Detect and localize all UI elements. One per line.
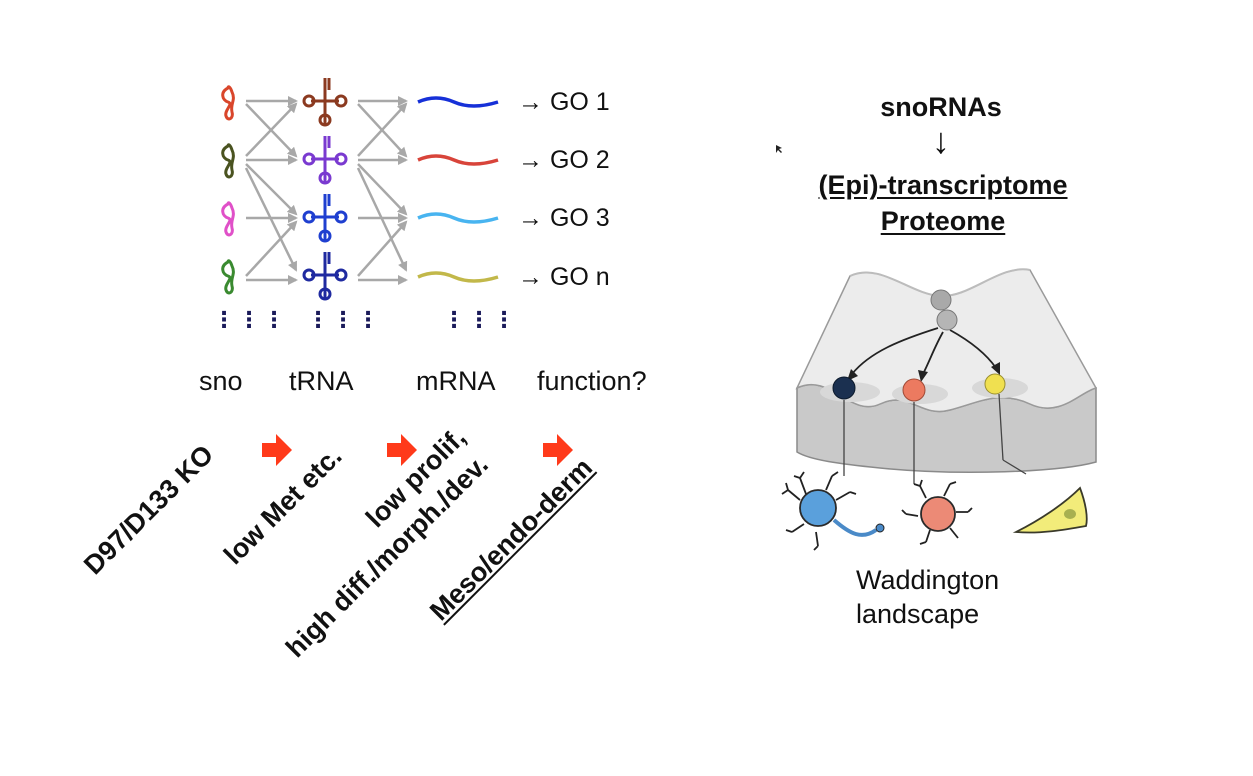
muscle-cell-yellow	[1012, 486, 1088, 534]
cascade-arrow-1	[262, 434, 292, 466]
go-arrow: →	[518, 263, 543, 291]
ball-salmon	[902, 378, 926, 402]
label-trna: tRNA	[289, 366, 354, 396]
ellipsis-trna: ⋮⋮⋮	[307, 307, 382, 332]
proteome: Proteome	[880, 206, 1006, 236]
label-mrna: mRNA	[416, 366, 496, 396]
go-label-n: → GO n	[518, 263, 610, 291]
ball-gray-mid	[936, 309, 958, 331]
mouse-cursor	[776, 145, 782, 153]
go-label-3: → GO 3	[518, 204, 610, 232]
go-label-1: → GO 1	[518, 88, 610, 116]
mrna-line-3	[417, 212, 499, 224]
label-sno: sno	[199, 366, 243, 396]
snorna-icon-1	[221, 85, 235, 121]
neuron-cell-salmon	[901, 479, 973, 545]
epi-transcriptome: (Epi)-transcriptome	[818, 170, 1068, 200]
mrna-line-1	[417, 96, 499, 108]
trna-icon-4	[302, 252, 348, 301]
mrna-line-2	[417, 154, 499, 166]
go-arrow: →	[518, 88, 543, 116]
ball-gray-top	[930, 289, 952, 311]
ellipsis-mrna: ⋮⋮⋮	[443, 307, 518, 332]
ellipsis-sno: ⋮⋮⋮	[213, 307, 288, 332]
down-arrow: ↓	[932, 120, 950, 161]
sno-trna-arrows	[244, 96, 298, 285]
snorna-icon-4	[221, 259, 235, 295]
go-label-2: → GO 2	[518, 146, 610, 174]
waddington-caption: Waddington landscape	[856, 565, 1000, 629]
title-snornas: snoRNAs	[880, 92, 1002, 122]
cascade-arrow-2	[387, 434, 417, 466]
mrna-line-4	[417, 271, 499, 283]
ball-navy	[832, 376, 856, 400]
trna-icon-2	[302, 136, 348, 185]
go-arrow: →	[518, 146, 543, 174]
ball-yellow	[984, 373, 1006, 395]
snorna-icon-2	[221, 143, 235, 179]
neuron-cell-blue	[781, 471, 885, 551]
go-arrow: →	[518, 204, 543, 232]
snorna-icon-3	[221, 201, 235, 237]
waddington-landscape	[795, 268, 1098, 484]
trna-icon-3	[302, 194, 348, 243]
cascade-arrow-3	[543, 434, 573, 466]
trna-icon-1	[302, 78, 348, 127]
trna-mrna-arrows	[356, 96, 408, 285]
label-function: function?	[537, 366, 647, 396]
cascade-arrows	[262, 434, 573, 466]
